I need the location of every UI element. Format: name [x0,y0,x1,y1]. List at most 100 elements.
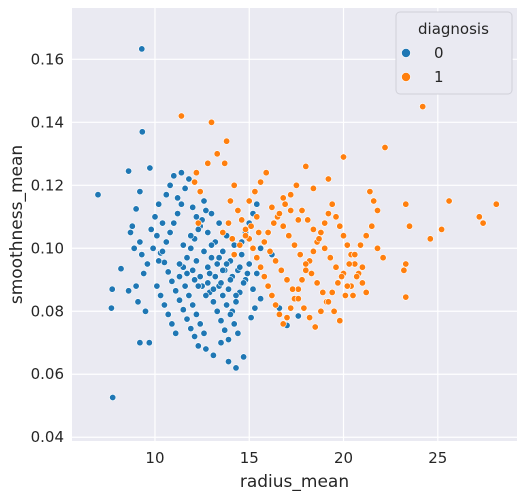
data-point-series-0 [215,219,223,227]
y-tick-label: 0.06 [31,365,64,383]
data-point-series-1 [230,181,238,189]
data-point-series-0 [209,298,217,306]
data-point-series-1 [289,285,297,293]
data-point-series-0 [153,232,161,240]
data-point-series-0 [225,285,233,293]
data-point-series-0 [257,295,265,303]
data-point-series-1 [317,307,325,315]
data-point-series-0 [149,244,157,252]
data-point-series-1 [196,188,204,196]
data-point-series-0 [240,353,248,361]
data-point-series-1 [228,235,236,243]
data-point-series-1 [294,295,302,303]
data-point-series-1 [402,200,410,208]
legend-marker-0 [401,48,411,58]
data-point-series-0 [136,238,144,246]
data-point-series-0 [204,229,212,237]
data-point-series-0 [253,200,261,208]
data-point-series-1 [281,200,289,208]
data-point-series-1 [272,301,280,309]
data-point-series-1 [272,257,280,265]
legend-title: diagnosis [418,20,489,38]
data-point-series-1 [328,288,336,296]
data-point-series-0 [226,310,234,318]
data-point-series-0 [209,351,217,359]
data-point-series-1 [479,219,487,227]
data-point-series-0 [238,251,246,259]
data-point-series-0 [142,307,150,315]
data-point-series-1 [294,216,302,224]
data-point-series-1 [208,118,216,126]
data-point-series-1 [270,219,278,227]
data-point-series-1 [177,112,185,120]
data-point-series-0 [94,191,102,199]
data-point-series-1 [290,241,298,249]
y-tick-label: 0.12 [31,176,64,194]
data-point-series-1 [362,288,370,296]
data-point-series-1 [257,263,265,271]
y-tick-label: 0.08 [31,302,64,320]
data-point-series-0 [219,291,227,299]
data-point-series-0 [143,260,151,268]
data-point-series-1 [336,222,344,230]
data-point-series-1 [379,254,387,262]
legend-marker-1 [401,72,411,82]
data-point-series-0 [140,269,148,277]
data-point-series-0 [159,219,167,227]
data-point-series-1 [247,222,255,230]
data-point-series-1 [306,314,314,322]
data-point-series-0 [168,277,176,285]
data-point-series-0 [223,260,231,268]
data-point-series-1 [223,137,231,145]
legend-entries: 01 [401,44,444,86]
data-point-series-0 [213,260,221,268]
data-point-series-0 [226,276,234,284]
data-point-series-1 [191,178,199,186]
data-point-series-0 [179,241,187,249]
data-point-series-0 [125,287,133,295]
data-point-series-1 [192,169,200,177]
data-point-series-0 [208,254,216,262]
data-point-series-1 [492,200,500,208]
data-point-series-0 [160,258,168,266]
data-point-series-1 [309,225,317,233]
data-point-series-0 [192,257,200,265]
data-point-series-1 [345,260,353,268]
legend-box [395,11,513,95]
data-point-series-0 [183,269,191,277]
data-point-series-0 [172,329,180,337]
y-tick-label: 0.16 [31,50,64,68]
data-point-series-0 [155,257,163,265]
data-point-series-0 [215,254,223,262]
data-point-series-1 [251,188,259,196]
data-point-series-0 [202,291,210,299]
data-point-series-1 [298,276,306,284]
data-point-series-1 [307,269,315,277]
data-point-series-1 [253,254,261,262]
data-point-series-1 [277,266,285,274]
data-point-series-1 [298,207,306,215]
data-point-series-1 [226,197,234,205]
data-point-series-1 [213,150,221,158]
data-point-series-0 [147,225,155,233]
data-point-series-0 [166,229,174,237]
data-point-series-0 [125,167,133,175]
data-point-series-0 [247,314,255,322]
data-point-series-0 [138,45,146,53]
data-point-series-0 [117,265,125,273]
data-point-series-0 [221,326,229,334]
data-point-series-1 [279,194,287,202]
data-point-series-1 [238,216,246,224]
data-point-series-1 [279,320,287,328]
data-point-series-1 [321,219,329,227]
data-point-series-1 [321,244,329,252]
data-point-series-0 [209,285,217,293]
data-point-series-1 [319,288,327,296]
data-point-series-0 [251,304,259,312]
data-point-series-1 [445,197,453,205]
data-point-series-0 [257,244,265,252]
data-point-series-0 [183,254,191,262]
data-point-series-1 [338,273,346,281]
data-point-series-0 [189,203,197,211]
